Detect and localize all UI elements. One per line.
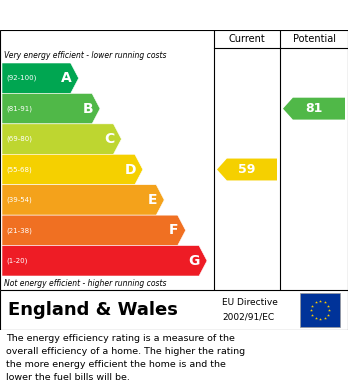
- Text: (69-80): (69-80): [6, 136, 32, 142]
- Text: EU Directive: EU Directive: [222, 298, 278, 307]
- Text: (55-68): (55-68): [6, 166, 32, 173]
- Polygon shape: [2, 93, 100, 124]
- Polygon shape: [283, 98, 345, 120]
- Polygon shape: [2, 63, 79, 93]
- Text: B: B: [82, 102, 93, 116]
- Text: The energy efficiency rating is a measure of the
overall efficiency of a home. T: The energy efficiency rating is a measur…: [6, 334, 245, 382]
- Text: A: A: [61, 71, 72, 85]
- Polygon shape: [2, 124, 121, 154]
- Text: Energy Efficiency Rating: Energy Efficiency Rating: [10, 7, 220, 23]
- Text: 2002/91/EC: 2002/91/EC: [222, 313, 274, 322]
- Text: (39-54): (39-54): [6, 197, 32, 203]
- Text: (92-100): (92-100): [6, 75, 37, 81]
- Text: Potential: Potential: [293, 34, 335, 44]
- Text: G: G: [189, 254, 200, 268]
- Polygon shape: [2, 215, 185, 246]
- Polygon shape: [2, 154, 143, 185]
- Text: (1-20): (1-20): [6, 258, 27, 264]
- Polygon shape: [2, 246, 207, 276]
- Text: 59: 59: [238, 163, 256, 176]
- Polygon shape: [217, 158, 277, 181]
- Text: (81-91): (81-91): [6, 106, 32, 112]
- Text: Not energy efficient - higher running costs: Not energy efficient - higher running co…: [4, 278, 166, 287]
- Polygon shape: [2, 185, 164, 215]
- Text: Very energy efficient - lower running costs: Very energy efficient - lower running co…: [4, 52, 166, 61]
- Text: E: E: [148, 193, 157, 207]
- Text: C: C: [104, 132, 114, 146]
- Text: 81: 81: [305, 102, 323, 115]
- Text: D: D: [124, 163, 136, 176]
- Text: F: F: [169, 223, 179, 237]
- Text: Current: Current: [229, 34, 266, 44]
- Text: England & Wales: England & Wales: [8, 301, 178, 319]
- Text: (21-38): (21-38): [6, 227, 32, 233]
- Bar: [300, 293, 340, 327]
